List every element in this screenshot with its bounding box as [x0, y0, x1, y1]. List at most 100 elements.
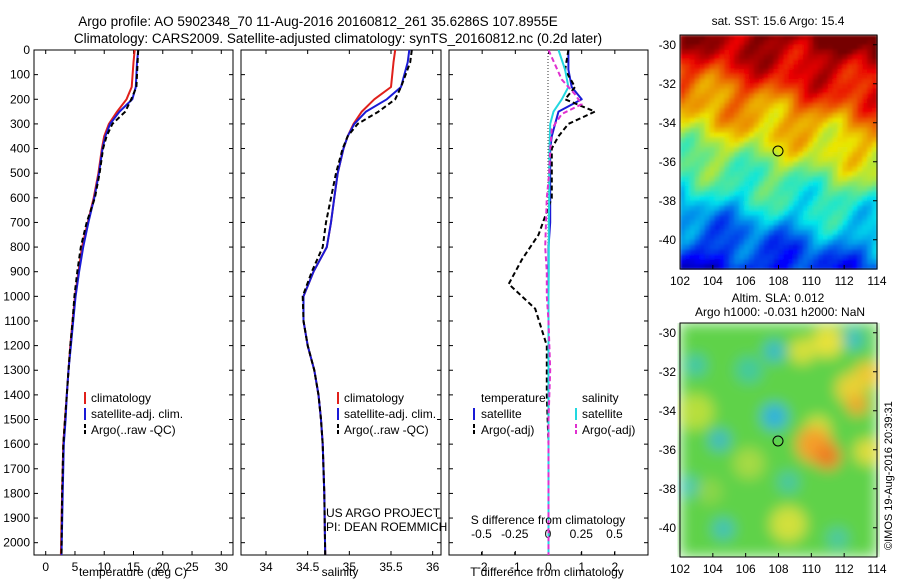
sst-cell [798, 108, 804, 114]
sst-cell [847, 191, 853, 197]
sst-cell [817, 83, 824, 90]
sst-cell [817, 215, 824, 221]
sst-cell [867, 103, 873, 109]
sst-cell [768, 210, 775, 216]
sst-cell [808, 35, 814, 41]
sst-cell [827, 98, 834, 104]
sst-cell [748, 35, 755, 41]
sst-cell [684, 74, 691, 80]
sst-cell [684, 152, 691, 158]
sst-cell [734, 200, 740, 207]
sst-cell [719, 44, 725, 51]
salinity-axes-frame [240, 49, 442, 556]
sst-cell [753, 176, 760, 182]
legend-t-argo: Argo(-adj) [481, 423, 534, 437]
x-tick-label: 15 [127, 560, 141, 574]
sst-cell [867, 59, 873, 65]
sst-cell [788, 44, 794, 51]
sst-cell [852, 186, 858, 192]
sst-cell [763, 161, 770, 168]
sst-cell [837, 59, 844, 65]
sst-cell [793, 39, 799, 46]
sst-cell [837, 186, 844, 192]
sst-cell [857, 122, 863, 129]
sst-cell [724, 249, 730, 255]
sst-cell [709, 220, 716, 226]
sst-cell [793, 220, 799, 226]
sla-map-panel: Altim. SLA: 0.012 Argo h1000: -0.031 h20… [659, 291, 887, 576]
sst-cell [862, 259, 868, 265]
sst-cell [699, 166, 706, 173]
map-y-tick-label: -36 [659, 155, 677, 169]
sst-cell [719, 137, 725, 143]
sst-cell [847, 215, 853, 221]
sst-cell [768, 171, 775, 177]
sst-cell [744, 210, 750, 216]
sst-cell [709, 161, 716, 168]
sst-cell [788, 161, 794, 168]
sst-cell [744, 39, 750, 46]
sst-cell [852, 230, 858, 236]
sst-cell [734, 98, 740, 104]
sst-cell [714, 191, 720, 197]
sst-cell [739, 113, 745, 119]
sst-cell [798, 200, 804, 207]
sst-cell [719, 127, 725, 134]
sst-cell [847, 166, 853, 173]
sst-cell [822, 210, 829, 216]
sst-cell [872, 44, 878, 51]
sst-cell [748, 186, 755, 192]
sst-cell [847, 239, 853, 246]
sst-cell [842, 137, 849, 143]
sst-cell [748, 249, 755, 255]
sst-cell [812, 239, 819, 246]
sst-cell [724, 230, 730, 236]
sst-cell [680, 78, 686, 85]
sla-blob [827, 528, 848, 549]
sst-cell [689, 205, 696, 212]
map-y-tick-label: -30 [659, 326, 677, 340]
sst-cell [798, 215, 804, 221]
sst-cell [758, 74, 765, 80]
sst-cell [739, 259, 745, 265]
sst-cell [798, 244, 804, 251]
sst-cell [817, 64, 824, 70]
sst-cell [798, 181, 804, 187]
top-tick-label: -0.25 [501, 527, 529, 541]
sst-cell [748, 234, 755, 241]
sst-cell [704, 244, 711, 251]
sst-cell [798, 137, 804, 143]
sst-cell [744, 127, 750, 134]
sst-cell [729, 195, 735, 202]
sst-cell [719, 210, 725, 216]
sst-cell [817, 244, 824, 251]
sst-cell [739, 35, 745, 41]
depth-tick-label: 700 [10, 215, 30, 229]
sst-cell [744, 78, 750, 85]
sst-cell [768, 54, 775, 60]
sst-cell [748, 156, 755, 163]
sst-cell [680, 181, 686, 187]
map-x-tick-label: 108 [768, 274, 788, 288]
sst-cell [748, 103, 755, 109]
sst-cell [808, 108, 814, 114]
sst-cell [699, 161, 706, 168]
sst-cell [768, 74, 775, 80]
sst-cell [837, 93, 844, 99]
sst-cell [857, 142, 863, 148]
sst-cell [739, 186, 745, 192]
sst-cell [847, 78, 853, 85]
sst-cell [793, 69, 799, 75]
temperature-x-ticks: 0 5 10 15 20 25 30 [42, 50, 228, 574]
sst-cell [803, 239, 809, 246]
sst-cell [832, 35, 839, 41]
sst-cell [852, 249, 858, 255]
sst-cell [729, 147, 735, 153]
sst-cell [788, 186, 794, 192]
sst-cell [817, 74, 824, 80]
sst-cell [709, 264, 716, 270]
sst-cell [817, 225, 824, 231]
sst-cell [758, 176, 765, 182]
legend-argo: Argo(..raw -QC) [344, 423, 429, 437]
depth-tick-label: 200 [10, 92, 30, 106]
